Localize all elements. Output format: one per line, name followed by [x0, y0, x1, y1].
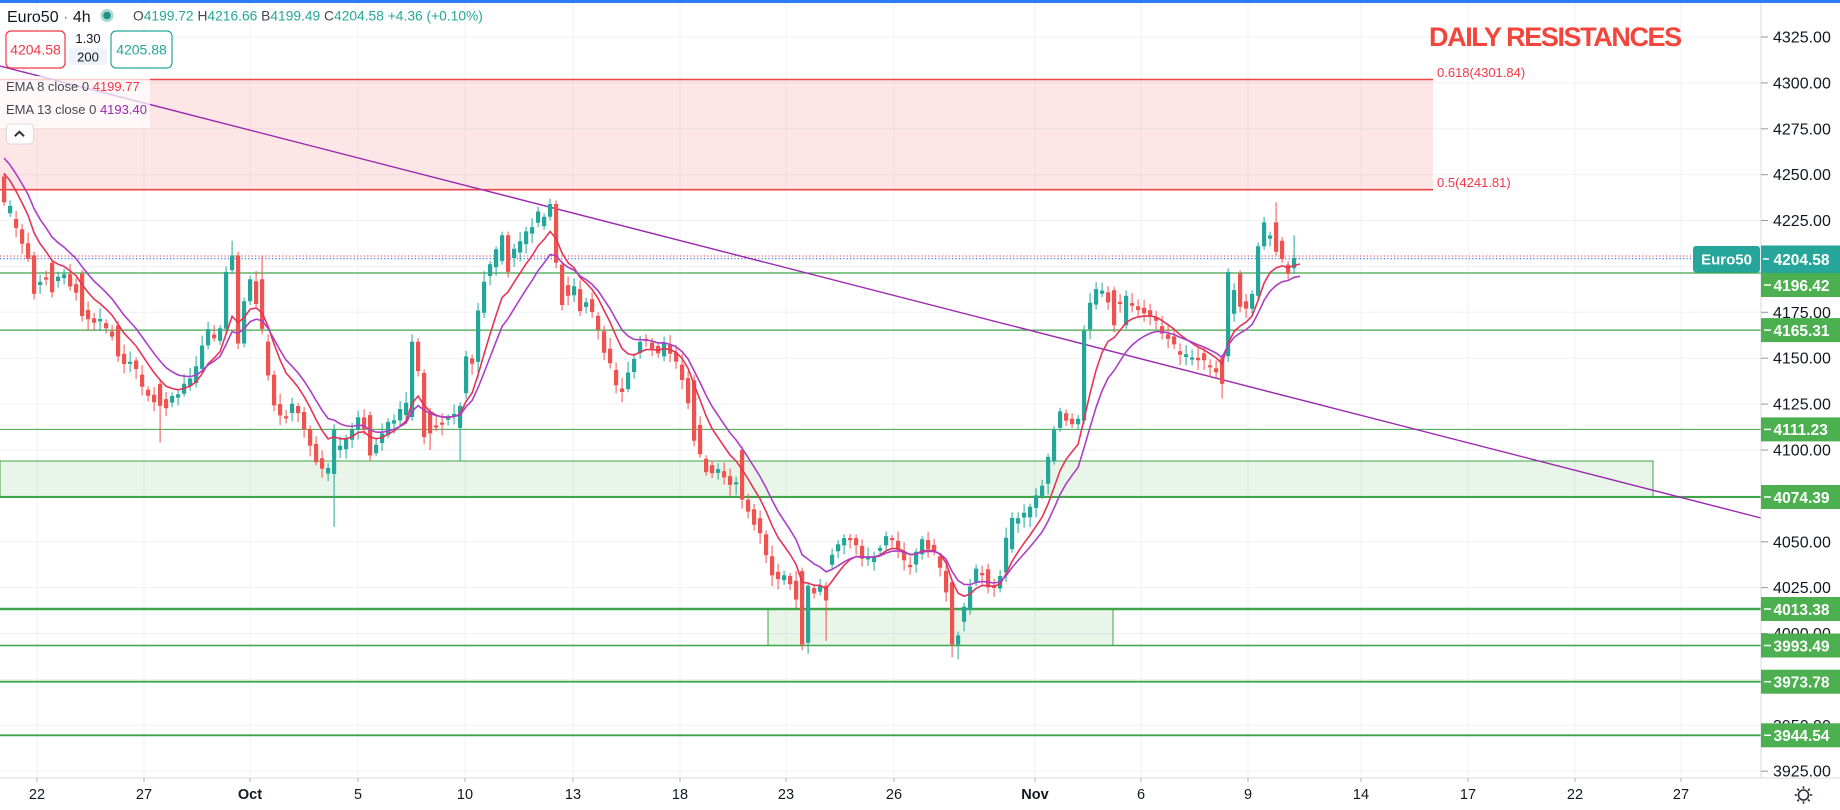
svg-text:4250.00: 4250.00 [1773, 167, 1831, 184]
svg-text:0.618(4301.84): 0.618(4301.84) [1437, 65, 1525, 80]
svg-text:4025.00: 4025.00 [1773, 580, 1831, 597]
svg-text:4074.39: 4074.39 [1774, 490, 1830, 507]
svg-text:4205.88: 4205.88 [116, 42, 167, 58]
svg-text:4275.00: 4275.00 [1773, 121, 1831, 138]
svg-text:18: 18 [672, 787, 688, 803]
svg-text:26: 26 [886, 787, 902, 803]
svg-text:4150.00: 4150.00 [1773, 351, 1831, 368]
svg-text:4050.00: 4050.00 [1773, 534, 1831, 551]
svg-text:4111.23: 4111.23 [1774, 422, 1829, 439]
svg-text:13: 13 [565, 787, 581, 803]
svg-text:Euro50 · 4h: Euro50 · 4h [7, 9, 91, 26]
svg-text:Nov: Nov [1021, 787, 1048, 803]
svg-text:Euro50: Euro50 [1701, 252, 1752, 269]
svg-text:3993.49: 3993.49 [1774, 638, 1830, 655]
svg-text:3925.00: 3925.00 [1773, 764, 1831, 781]
svg-text:1.30: 1.30 [75, 31, 100, 46]
svg-text:4013.38: 4013.38 [1774, 602, 1830, 619]
svg-text:22: 22 [29, 787, 45, 803]
svg-text:4204.58: 4204.58 [1774, 252, 1830, 269]
svg-text:EMA 13 close 0 4193.40: EMA 13 close 0 4193.40 [6, 102, 147, 117]
svg-text:17: 17 [1460, 787, 1476, 803]
svg-text:6: 6 [1137, 787, 1145, 803]
svg-text:9: 9 [1244, 787, 1252, 803]
svg-text:27: 27 [1673, 787, 1689, 803]
svg-text:4225.00: 4225.00 [1773, 213, 1831, 230]
svg-text:4125.00: 4125.00 [1773, 397, 1831, 414]
svg-text:DAILY RESISTANCES: DAILY RESISTANCES [1429, 22, 1681, 52]
svg-text:4100.00: 4100.00 [1773, 443, 1831, 460]
svg-text:200: 200 [77, 50, 99, 65]
svg-text:4175.00: 4175.00 [1773, 305, 1831, 322]
svg-text:3944.54: 3944.54 [1774, 728, 1830, 745]
svg-text:10: 10 [457, 787, 473, 803]
svg-text:0.5(4241.81): 0.5(4241.81) [1437, 175, 1511, 190]
svg-text:4204.58: 4204.58 [10, 42, 61, 58]
svg-text:4196.42: 4196.42 [1774, 278, 1830, 295]
svg-text:14: 14 [1353, 787, 1369, 803]
svg-text:4165.31: 4165.31 [1774, 323, 1830, 340]
svg-text:O4199.72 H4216.66 B4199.49 C42: O4199.72 H4216.66 B4199.49 C4204.58 +4.3… [133, 9, 483, 24]
svg-text:4300.00: 4300.00 [1773, 75, 1831, 92]
svg-text:23: 23 [778, 787, 794, 803]
svg-text:27: 27 [136, 787, 152, 803]
svg-text:4325.00: 4325.00 [1773, 30, 1831, 47]
svg-text:Oct: Oct [238, 787, 262, 803]
svg-text:5: 5 [354, 787, 362, 803]
svg-text:3973.78: 3973.78 [1774, 675, 1830, 692]
svg-text:EMA 8 close 0 4199.77: EMA 8 close 0 4199.77 [6, 79, 140, 94]
svg-text:22: 22 [1567, 787, 1583, 803]
